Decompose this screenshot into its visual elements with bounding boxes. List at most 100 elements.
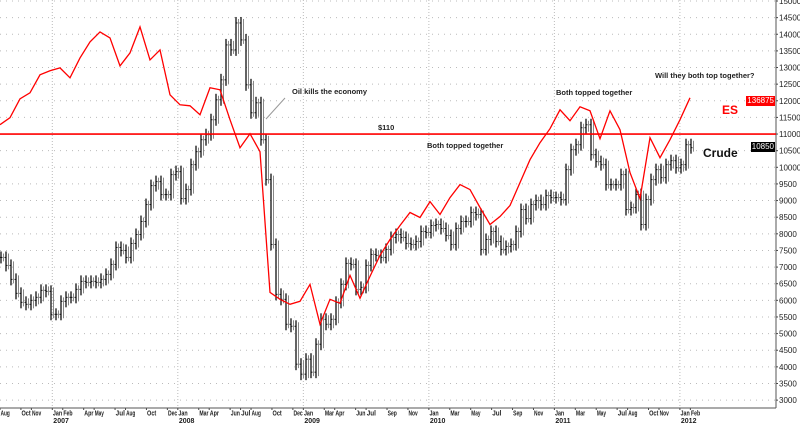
crude-bar [4,251,9,272]
crude-bar [244,33,249,91]
crude-bar [179,165,184,205]
crude-bar [199,133,204,158]
x-tick-label: Nov [660,411,669,418]
x-tick-label: Apr [210,411,219,418]
crude-bar [324,313,329,331]
x-tick-label: Jun [231,411,240,418]
crude-bar [104,268,109,286]
crude-bar [24,296,29,311]
crude-bar [314,338,319,379]
crude-bar [519,203,524,238]
crude-bar [684,138,689,171]
legend-es: ES [722,103,739,117]
x-tick-label: Oct [273,411,283,418]
crude-bar [149,179,154,211]
x-tick-label: Apr [335,411,344,418]
x-tick-label: Nov [409,411,418,418]
x-tick-label: Sep [513,411,522,418]
crude-bar [229,38,234,56]
x-tick-label: Dec [293,411,302,418]
crude-bar [274,238,279,301]
crude-bar [574,138,579,156]
crude-bar [404,231,409,250]
crude-bar [604,158,609,191]
crude-bar [304,353,309,381]
x-tick-label: Aug [628,411,637,418]
crude-bar [429,219,434,239]
y-tick-label: 13000 [779,64,800,73]
crude-bar [124,244,129,264]
crude-bar [664,158,669,184]
crude-bar [204,128,209,146]
legend-crude: Crude [703,146,738,160]
y-tick-label: 8000 [779,230,797,239]
crude-bar [469,206,474,228]
crude-bar [14,273,19,300]
x-tick-label: Jan [681,411,690,418]
y-tick-label: 5000 [779,330,797,339]
crude-bar [489,225,494,246]
crude-bar [154,175,159,192]
y-tick-label: 6000 [779,296,797,305]
crude-bar [174,165,179,181]
crude-bar [414,235,419,251]
y-tick-label: 3000 [779,396,797,405]
y-tick-label: 9500 [779,180,797,189]
y-tick-label: 14000 [779,30,800,39]
crude-bar [139,215,144,241]
crude-bar [484,233,489,256]
crude-bar [259,96,264,146]
crude-bar [444,222,449,242]
crude-bar [0,251,4,264]
crude-bar [89,275,94,289]
crude-bar [234,16,239,56]
crude-bar [254,96,259,119]
crude-bar [569,143,574,176]
crude-bar [614,178,619,191]
crude-bar [434,218,439,232]
crude-bar [474,206,479,221]
x-tick-label: Aug [252,411,261,418]
x-year-label: 2011 [555,418,570,424]
x-tick-label: Feb [63,411,72,418]
crude-bar [644,193,649,231]
x-tick-label: Mar [199,411,208,418]
crude-bar [144,198,149,228]
crude-bar [584,118,589,134]
crude-bar [44,284,49,298]
crude-bar [419,225,424,248]
crude-bar [224,38,229,86]
x-tick-label: Oct [649,411,659,418]
crude-bar [464,215,469,228]
crude-bar [189,158,194,196]
crude-bar [69,291,74,304]
x-year-label: 2012 [681,418,697,424]
x-tick-label: Jan [53,411,62,418]
x-year-label: 2010 [430,418,446,424]
crude-bar [9,259,14,286]
y-tick-label: 5500 [779,313,797,322]
crude-bar [74,283,79,304]
crude-bar [279,288,284,306]
x-tick-label: May [471,411,480,418]
x-tick-label: Jan [178,411,187,418]
crude-bar [59,295,64,321]
x-tick-label: May [95,411,104,418]
crude-bar [99,273,104,289]
x-tick-label: Feb [691,411,700,418]
hline-label: $110 [378,123,395,132]
crude-bar [509,238,514,253]
crude-bar [84,275,89,289]
es-price-tag: 136875 [746,96,775,106]
x-tick-label: Jul [241,411,250,418]
crude-series [0,16,694,381]
x-tick-label: Mar [576,411,585,418]
crude-bar [129,237,134,264]
y-tick-label: 11000 [779,130,800,139]
x-year-label: 2007 [53,418,69,424]
crude-bar [479,208,484,256]
crude-bar [674,154,679,174]
crude-bar [194,145,199,171]
